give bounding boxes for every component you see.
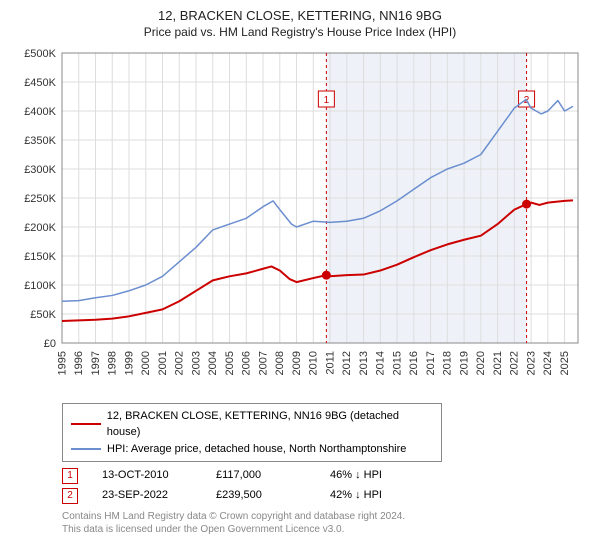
svg-text:£400K: £400K xyxy=(24,106,56,118)
svg-text:2007: 2007 xyxy=(257,351,269,375)
sale-diff-1: 46% ↓ HPI xyxy=(330,466,420,486)
svg-text:1999: 1999 xyxy=(123,351,135,375)
chart-subtitle: Price paid vs. HM Land Registry's House … xyxy=(12,25,588,39)
svg-text:£150K: £150K xyxy=(24,251,56,263)
sale-date-1: 13-OCT-2010 xyxy=(102,466,192,486)
legend-label-hpi: HPI: Average price, detached house, Nort… xyxy=(107,441,406,458)
sale-price-1: £117,000 xyxy=(216,466,306,486)
sale-marker-1: 1 xyxy=(62,468,78,484)
footer-line-2: This data is licensed under the Open Gov… xyxy=(62,523,578,536)
svg-text:2010: 2010 xyxy=(308,351,320,375)
svg-text:2009: 2009 xyxy=(291,351,303,375)
svg-text:2018: 2018 xyxy=(442,351,454,375)
svg-text:2022: 2022 xyxy=(509,351,521,375)
svg-text:2021: 2021 xyxy=(492,351,504,375)
svg-text:£100K: £100K xyxy=(24,280,56,292)
svg-text:£350K: £350K xyxy=(24,135,56,147)
sale-marker-2: 2 xyxy=(62,488,78,504)
svg-text:£450K: £450K xyxy=(24,77,56,89)
svg-text:2019: 2019 xyxy=(458,351,470,375)
svg-text:2023: 2023 xyxy=(525,351,537,375)
sale-price-2: £239,500 xyxy=(216,486,306,506)
svg-text:2003: 2003 xyxy=(190,351,202,375)
legend-swatch-hpi xyxy=(71,448,101,450)
svg-text:1997: 1997 xyxy=(90,351,102,375)
svg-text:2016: 2016 xyxy=(408,351,420,375)
svg-text:2017: 2017 xyxy=(425,351,437,375)
footer-line-1: Contains HM Land Registry data © Crown c… xyxy=(62,510,578,523)
svg-text:2015: 2015 xyxy=(391,351,403,375)
legend-label-property: 12, BRACKEN CLOSE, KETTERING, NN16 9BG (… xyxy=(107,408,433,441)
svg-text:2020: 2020 xyxy=(475,351,487,375)
svg-text:2005: 2005 xyxy=(224,351,236,375)
svg-text:2000: 2000 xyxy=(140,351,152,375)
svg-text:2008: 2008 xyxy=(274,351,286,375)
chart-title: 12, BRACKEN CLOSE, KETTERING, NN16 9BG xyxy=(12,8,588,25)
sales-table: 1 13-OCT-2010 £117,000 46% ↓ HPI 2 23-SE… xyxy=(62,466,578,506)
chart-container: 12, BRACKEN CLOSE, KETTERING, NN16 9BG P… xyxy=(0,0,600,560)
line-chart-svg: £0 £50K £100K £150K £200K £250K £300K £350K £400… xyxy=(12,45,588,395)
footer: Contains HM Land Registry data © Crown c… xyxy=(62,510,578,536)
svg-text:2006: 2006 xyxy=(241,351,253,375)
svg-text:£50K: £50K xyxy=(30,309,56,321)
legend: 12, BRACKEN CLOSE, KETTERING, NN16 9BG (… xyxy=(62,403,442,463)
svg-text:1: 1 xyxy=(324,95,330,106)
svg-text:1998: 1998 xyxy=(107,351,119,375)
svg-text:2013: 2013 xyxy=(358,351,370,375)
sales-row-2: 2 23-SEP-2022 £239,500 42% ↓ HPI xyxy=(62,486,578,506)
svg-text:1996: 1996 xyxy=(73,351,85,375)
legend-swatch-property xyxy=(71,423,101,425)
svg-text:£300K: £300K xyxy=(24,164,56,176)
legend-row-hpi: HPI: Average price, detached house, Nort… xyxy=(71,441,433,458)
sales-row-1: 1 13-OCT-2010 £117,000 46% ↓ HPI xyxy=(62,466,578,486)
svg-text:2001: 2001 xyxy=(157,351,169,375)
svg-text:2002: 2002 xyxy=(174,351,186,375)
sale-date-2: 23-SEP-2022 xyxy=(102,486,192,506)
svg-text:£250K: £250K xyxy=(24,193,56,205)
chart-area: £0 £50K £100K £150K £200K £250K £300K £350K £400… xyxy=(12,45,588,395)
svg-text:2024: 2024 xyxy=(542,351,554,375)
svg-text:2004: 2004 xyxy=(207,351,219,375)
svg-text:2014: 2014 xyxy=(375,351,387,375)
svg-text:£0: £0 xyxy=(44,338,56,350)
svg-text:2011: 2011 xyxy=(324,351,336,375)
legend-row-property: 12, BRACKEN CLOSE, KETTERING, NN16 9BG (… xyxy=(71,408,433,441)
svg-text:£200K: £200K xyxy=(24,222,56,234)
svg-text:1995: 1995 xyxy=(56,351,68,375)
sale-diff-2: 42% ↓ HPI xyxy=(330,486,420,506)
svg-text:£500K: £500K xyxy=(24,48,56,60)
svg-text:2025: 2025 xyxy=(559,351,571,375)
svg-text:2012: 2012 xyxy=(341,351,353,375)
